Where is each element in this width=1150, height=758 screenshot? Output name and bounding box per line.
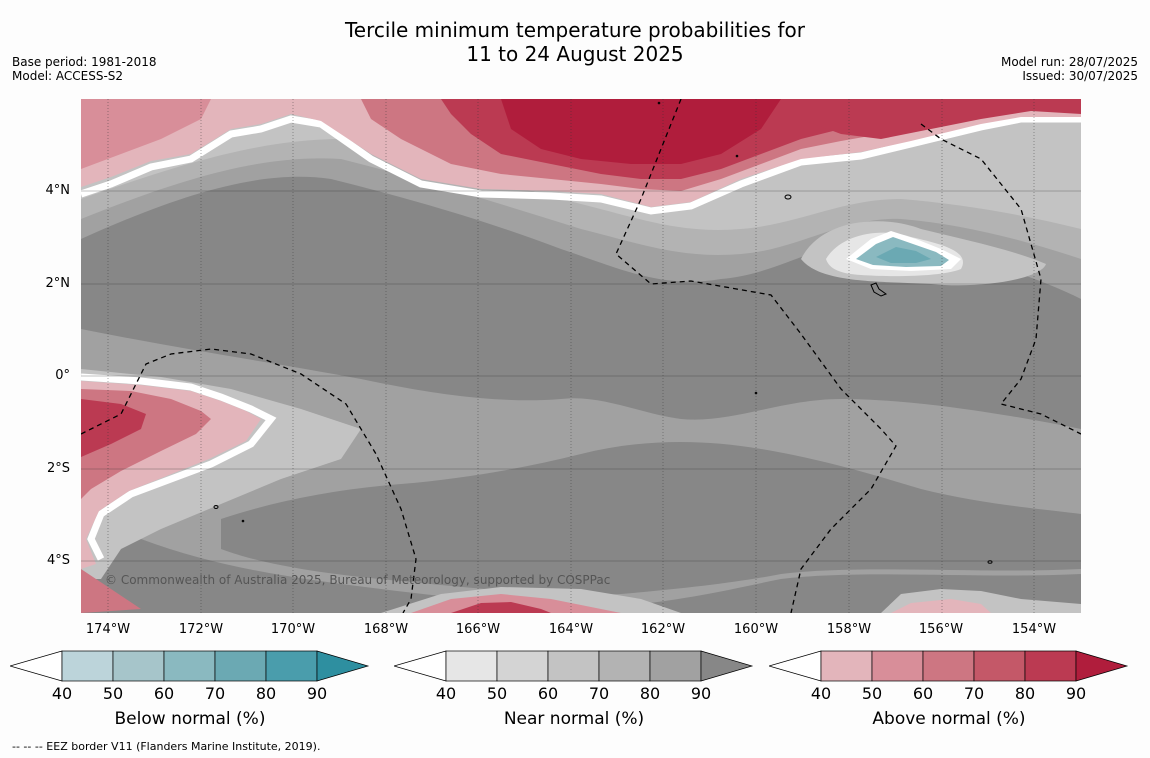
- above-normal-label: Above normal (%): [872, 709, 1026, 729]
- lon-label-170w: 170°W: [270, 622, 316, 637]
- lon-label-168w: 168°W: [363, 622, 409, 637]
- latitude-lines: [81, 190, 1081, 562]
- lon-label-172w: 172°W: [178, 622, 224, 637]
- model-name: Model: ACCESS-S2: [12, 69, 124, 83]
- lon-label-160w: 160°W: [733, 622, 779, 637]
- colorbar-near-normal: [394, 650, 754, 682]
- title-line-1: Tercile minimum temperature probabilitie…: [344, 18, 806, 42]
- probability-map: [81, 99, 1081, 613]
- lon-label-166w: 166°W: [455, 622, 501, 637]
- near-tick-80: 80: [639, 684, 661, 703]
- below-tick-40: 40: [51, 684, 73, 703]
- above-tick-50: 50: [861, 684, 883, 703]
- above-tick-60: 60: [912, 684, 934, 703]
- lon-label-158w: 158°W: [826, 622, 872, 637]
- below-tick-80: 80: [255, 684, 277, 703]
- above-normal-south-strong: [451, 602, 551, 613]
- above-normal-southeast: [891, 599, 991, 613]
- near-tick-70: 70: [588, 684, 610, 703]
- eez-footnote: -- -- -- EEZ border V11 (Flanders Marine…: [12, 740, 321, 753]
- lon-label-162w: 162°W: [640, 622, 686, 637]
- below-normal-label: Below normal (%): [114, 709, 266, 729]
- map-canvas: [81, 99, 1081, 613]
- below-tick-70: 70: [204, 684, 226, 703]
- colorbar-above-normal: [769, 650, 1129, 682]
- below-tick-90: 90: [306, 684, 328, 703]
- near-normal-central-dark: [221, 442, 1081, 595]
- below-tick-50: 50: [102, 684, 124, 703]
- white-contour-west: [81, 373, 277, 561]
- lon-label-164w: 164°W: [548, 622, 594, 637]
- base-period: Base period: 1981-2018: [12, 55, 157, 69]
- lat-label-0: 0°: [55, 368, 70, 383]
- white-contour-north: [81, 115, 1081, 215]
- model-run: Model run: 28/07/2025: [1000, 55, 1138, 69]
- above-normal-west-80: [81, 399, 146, 457]
- meta-right: Model run: 28/07/2025 Issued: 30/07/2025: [1001, 55, 1138, 83]
- lon-label-156w: 156°W: [918, 622, 964, 637]
- below-tick-60: 60: [153, 684, 175, 703]
- map-title: Tercile minimum temperature probabilitie…: [0, 18, 1150, 66]
- above-tick-70: 70: [963, 684, 985, 703]
- above-normal-northeast: [781, 99, 1081, 139]
- near-tick-60: 60: [537, 684, 559, 703]
- above-normal-southwest: [81, 569, 141, 613]
- above-tick-40: 40: [810, 684, 832, 703]
- above-tick-90: 90: [1065, 684, 1087, 703]
- lat-label-4n: 4°N: [45, 183, 71, 198]
- lat-label-2s: 2°S: [46, 461, 70, 476]
- lat-label-4s: 4°S: [46, 553, 70, 568]
- lon-label-154w: 154°W: [1011, 622, 1057, 637]
- lon-label-174w: 174°W: [85, 622, 131, 637]
- islands: [213, 101, 993, 564]
- copyright-notice: © Commonwealth of Australia 2025, Bureau…: [105, 573, 611, 587]
- issued-date: Issued: 30/07/2025: [1022, 69, 1138, 83]
- title-line-2: 11 to 24 August 2025: [466, 42, 684, 66]
- near-tick-90: 90: [690, 684, 712, 703]
- meta-left: Base period: 1981-2018 Model: ACCESS-S2: [12, 55, 157, 83]
- near-normal-label: Near normal (%): [503, 709, 645, 729]
- below-normal-east-60: [876, 247, 931, 263]
- near-tick-40: 40: [435, 684, 457, 703]
- lat-label-2n: 2°N: [45, 276, 71, 291]
- eez-borders: [81, 99, 1081, 613]
- colorbar-below-normal: [10, 650, 370, 682]
- near-tick-50: 50: [486, 684, 508, 703]
- above-tick-80: 80: [1014, 684, 1036, 703]
- above-normal-northwest: [81, 99, 211, 169]
